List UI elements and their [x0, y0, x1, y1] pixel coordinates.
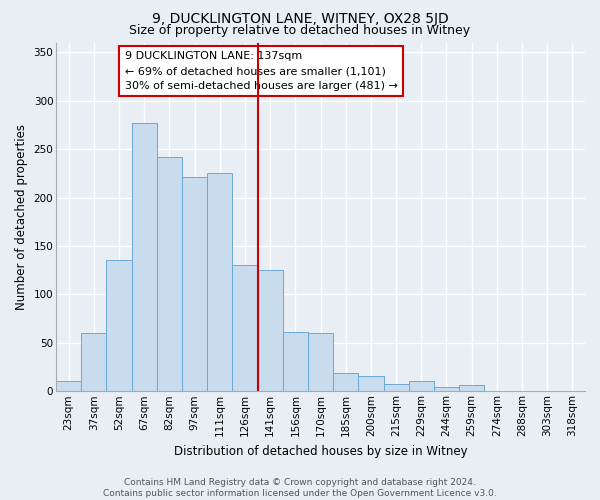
Bar: [308, 333, 333, 392]
Text: Size of property relative to detached houses in Witney: Size of property relative to detached ho…: [130, 24, 470, 37]
Bar: [257, 270, 283, 392]
Bar: [283, 332, 308, 392]
Bar: [459, 386, 484, 392]
Bar: [182, 177, 207, 392]
Bar: [81, 333, 106, 392]
Bar: [207, 174, 232, 392]
Bar: [358, 376, 383, 392]
Bar: [131, 123, 157, 392]
Text: 9 DUCKLINGTON LANE: 137sqm
← 69% of detached houses are smaller (1,101)
30% of s: 9 DUCKLINGTON LANE: 137sqm ← 69% of deta…: [125, 51, 398, 91]
Bar: [333, 373, 358, 392]
Bar: [232, 266, 257, 392]
Text: 9, DUCKLINGTON LANE, WITNEY, OX28 5JD: 9, DUCKLINGTON LANE, WITNEY, OX28 5JD: [152, 12, 448, 26]
Bar: [157, 157, 182, 392]
Bar: [106, 260, 131, 392]
Bar: [409, 380, 434, 392]
Y-axis label: Number of detached properties: Number of detached properties: [15, 124, 28, 310]
Bar: [383, 384, 409, 392]
Bar: [434, 388, 459, 392]
X-axis label: Distribution of detached houses by size in Witney: Distribution of detached houses by size …: [174, 444, 467, 458]
Text: Contains HM Land Registry data © Crown copyright and database right 2024.
Contai: Contains HM Land Registry data © Crown c…: [103, 478, 497, 498]
Bar: [56, 380, 81, 392]
